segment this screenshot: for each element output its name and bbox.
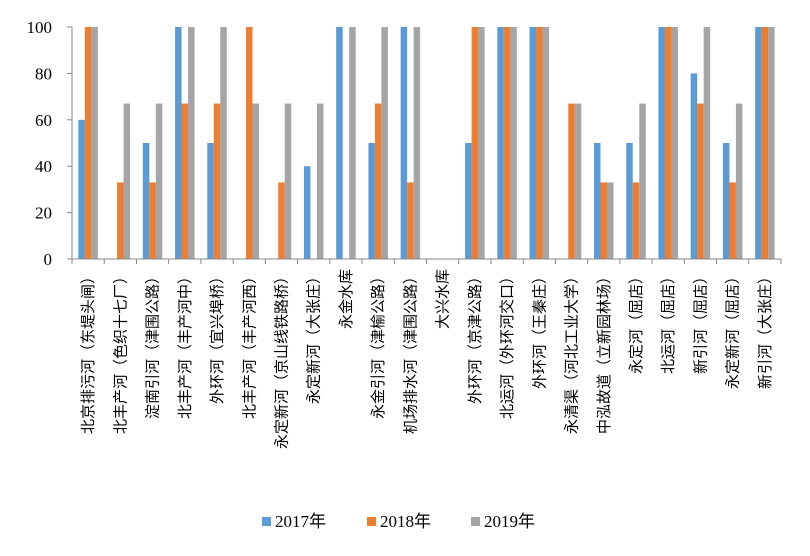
bar-2-17 — [600, 182, 607, 259]
bar-3-22 — [768, 27, 775, 259]
bar-1-21 — [722, 143, 730, 259]
x-tick-label: 北运河（屈店） — [659, 269, 677, 374]
legend-label-3: 2019年 — [484, 512, 535, 531]
x-tick-label: 永定新河（京山线铁路桥） — [272, 269, 290, 449]
bar-2-2 — [117, 182, 124, 259]
bar-2-5 — [213, 103, 221, 259]
bar-1-14 — [497, 27, 504, 259]
bar-1-9 — [336, 27, 343, 259]
bar-2-3 — [149, 182, 156, 259]
x-tick-label: 永定新河（大张庄） — [305, 269, 323, 404]
bar-1-15 — [529, 27, 537, 259]
bar-2-6 — [246, 27, 253, 259]
bar-2-13 — [471, 27, 479, 259]
bar-3-2 — [123, 103, 131, 259]
bar-3-16 — [574, 103, 582, 259]
bar-3-19 — [671, 27, 678, 259]
x-tick-label: 中泓故道（立新园林场） — [595, 269, 613, 434]
y-axis: 0 20 40 60 80 100 — [27, 18, 73, 269]
bar-2-19 — [664, 27, 672, 259]
x-tick-label: 永金水库 — [337, 269, 355, 329]
bar-3-21 — [735, 103, 743, 259]
bar-2-18 — [632, 182, 640, 259]
bar-2-21 — [729, 182, 736, 259]
x-tick-label: 淀南引河（津围公路） — [144, 269, 162, 419]
bar-2-4 — [181, 103, 189, 259]
bar-1-1 — [78, 119, 85, 259]
bar-3-1 — [91, 27, 98, 259]
x-tick-label: 新引河（屈店） — [691, 269, 709, 374]
x-tick-label: 永定河（屈店） — [627, 269, 645, 374]
y-tick-label: 80 — [35, 64, 52, 83]
bar-1-10 — [368, 143, 375, 259]
bar-1-3 — [142, 143, 150, 259]
legend: 2017年 2018年 2019年 — [262, 512, 535, 531]
bar-2-7 — [278, 182, 285, 259]
bar-1-22 — [755, 27, 762, 259]
bar-1-20 — [690, 73, 698, 260]
bar-3-15 — [542, 27, 550, 259]
bar-3-7 — [284, 103, 292, 259]
bar-1-18 — [626, 143, 633, 259]
x-tick-label: 北京排污河（东堤头闸） — [79, 269, 97, 434]
bar-2-1 — [84, 27, 92, 259]
bar-2-20 — [697, 103, 704, 259]
x-axis: 北京排污河（东堤头闸） 北丰产河（色织十七厂） 淀南引河（津围公路） 北丰产河（丰产河… — [71, 258, 782, 449]
legend-label-1: 2017年 — [275, 512, 326, 531]
bar-3-8 — [316, 103, 324, 259]
bar-3-6 — [252, 103, 259, 259]
x-tick-label: 北丰产河（色织十七厂） — [111, 269, 129, 434]
bar-3-13 — [478, 27, 485, 259]
bar-1-19 — [658, 27, 665, 259]
x-tick-label: 北运河（外环河交口） — [498, 269, 516, 419]
bar-1-13 — [465, 143, 472, 259]
y-tick-label: 0 — [44, 250, 53, 269]
bar-2-11 — [407, 182, 414, 259]
bar-1-17 — [594, 143, 601, 259]
y-tick-label: 60 — [35, 111, 52, 130]
bar-1-5 — [207, 143, 214, 259]
bar-3-20 — [703, 27, 711, 259]
x-tick-label: 外环河（京津公路） — [466, 269, 484, 404]
bar-3-4 — [188, 27, 195, 259]
x-tick-label: 永定新河（屈店） — [724, 269, 742, 389]
bar-2-22 — [761, 27, 769, 259]
bar-1-8 — [303, 166, 311, 259]
x-tick-label: 北丰产河（丰产河中） — [176, 269, 194, 419]
bar-3-5 — [220, 27, 227, 259]
bar-3-10 — [381, 27, 388, 259]
x-tick-label: 永金引河（津榆公路） — [369, 269, 387, 419]
x-tick-label: 大兴水库 — [434, 269, 452, 329]
x-tick-label: 外环河（王秦庄） — [530, 269, 548, 389]
bar-1-4 — [175, 27, 182, 259]
bar-1-11 — [400, 27, 408, 259]
bar-3-17 — [607, 182, 614, 259]
y-tick-label: 100 — [27, 18, 53, 37]
bar-3-18 — [639, 103, 646, 259]
x-tick-label: 新引河（大张庄） — [756, 269, 774, 389]
legend-swatch-2 — [367, 517, 376, 526]
y-tick-label: 40 — [35, 157, 52, 176]
legend-swatch-1 — [262, 517, 271, 526]
bars — [78, 27, 775, 260]
x-tick-label: 永清渠（河北工业大学） — [563, 269, 581, 434]
legend-swatch-3 — [471, 517, 480, 526]
bar-3-11 — [413, 27, 421, 259]
bar-2-16 — [568, 103, 575, 259]
bar-3-9 — [349, 27, 356, 259]
bar-2-15 — [536, 27, 543, 259]
bar-3-14 — [510, 27, 517, 259]
x-tick-label: 外环河（宜兴埠桥） — [208, 269, 226, 404]
legend-label-2: 2018年 — [380, 512, 431, 531]
y-tick-label: 20 — [35, 204, 52, 223]
x-tick-label: 机场排水河（津围公路） — [401, 269, 419, 434]
bar-2-14 — [503, 27, 511, 259]
bar-2-10 — [374, 103, 382, 259]
bar-3-3 — [155, 103, 163, 259]
x-tick-label: 北丰产河（丰产河西） — [240, 269, 258, 419]
